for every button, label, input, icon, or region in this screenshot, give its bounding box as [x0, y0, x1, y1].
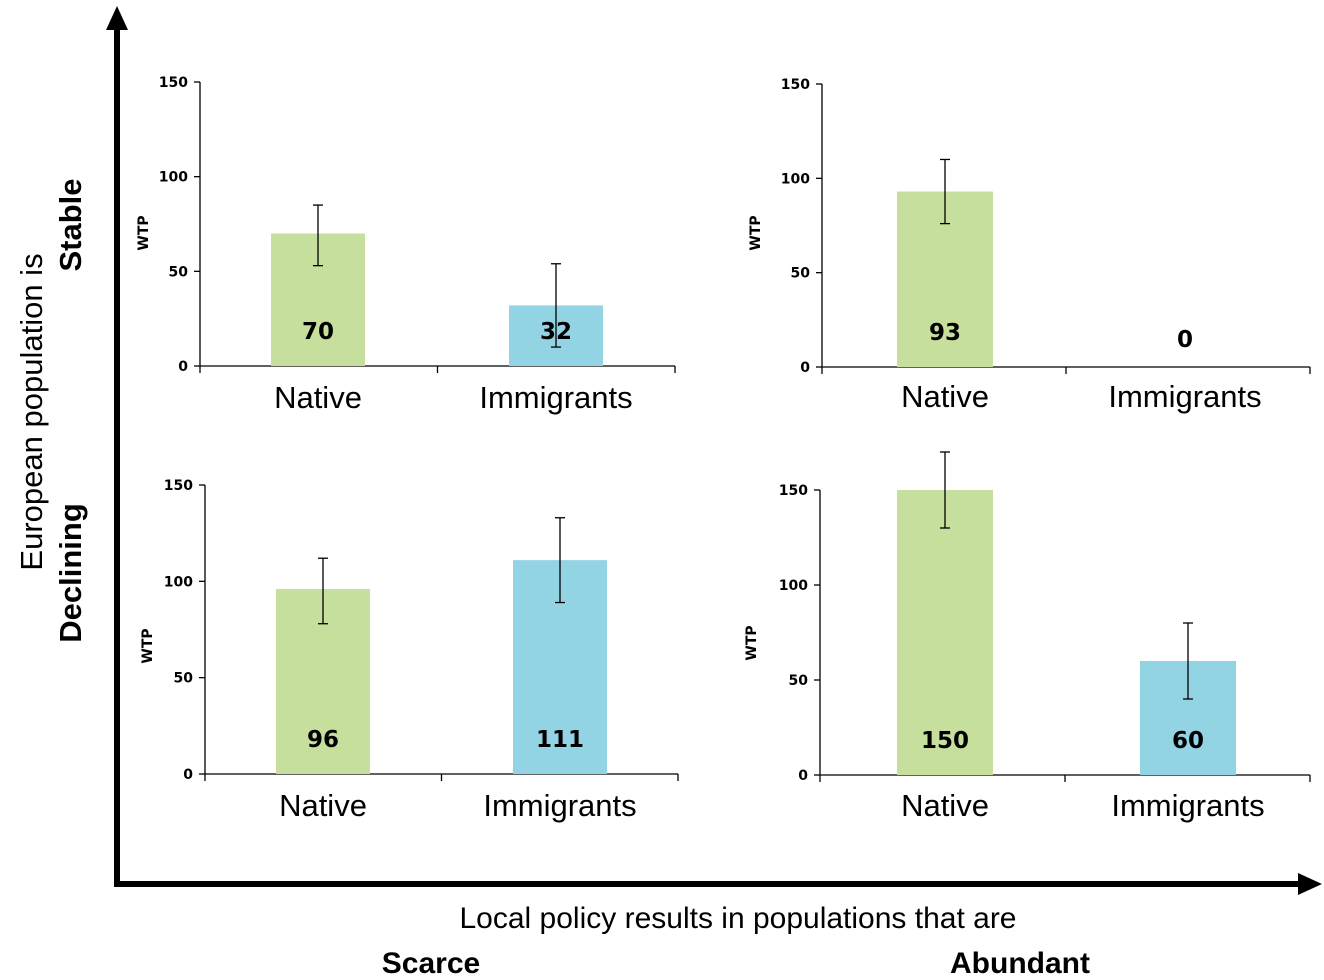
- panel-declining-scarce: 0 50 100 150 WTP 96 Native 111 Immigrants: [140, 478, 679, 823]
- stable-scarce-ytick-label: 100: [159, 170, 188, 186]
- stable-abundant-ytick-label: 100: [781, 171, 810, 187]
- declining-abundant-bar-native: [897, 490, 993, 775]
- declining-scarce-category-label-native: Native: [279, 788, 367, 823]
- y-level-stable: Stable: [53, 178, 88, 271]
- panel-stable-abundant: 0 50 100 150 WTP 93 Native 0 Immigrants: [748, 77, 1311, 414]
- x-level-scarce: Scarce: [382, 947, 480, 980]
- stable-scarce-value-label-native: 70: [302, 319, 334, 345]
- declining-scarce-ytick-label: 100: [164, 574, 193, 590]
- stable-abundant-value-label-immigrants: 0: [1177, 327, 1193, 353]
- declining-abundant-category-label-immigrants: Immigrants: [1111, 788, 1264, 823]
- outer-x-axis-label: Local policy results in populations that…: [460, 902, 1017, 935]
- panel-stable-scarce: 0 50 100 150 WTP 70 Native 32 Immigrants: [136, 75, 676, 415]
- declining-scarce-value-label-native: 96: [307, 727, 339, 753]
- stable-abundant-ytick-label: 150: [781, 77, 810, 93]
- declining-scarce-ytick-label: 0: [183, 767, 193, 783]
- panel-declining-abundant: 0 50 100 150 WTP 150 Native 60 Immigrants: [744, 451, 1311, 823]
- stable-abundant-ytick-label: 0: [800, 360, 810, 376]
- declining-scarce-category-label-immigrants: Immigrants: [483, 788, 636, 823]
- stable-scarce-ytick-label: 150: [159, 75, 188, 91]
- stable-scarce-ylabel: WTP: [136, 215, 152, 250]
- stable-abundant-ytick-label: 50: [791, 266, 811, 282]
- stable-abundant-category-label-immigrants: Immigrants: [1108, 379, 1261, 414]
- declining-abundant-ytick-label: 100: [779, 578, 808, 594]
- declining-abundant-ytick-label: 150: [779, 483, 808, 499]
- stable-scarce-category-label-native: Native: [274, 380, 362, 415]
- stable-scarce-category-label-immigrants: Immigrants: [479, 380, 632, 415]
- declining-abundant-ytick-label: 0: [798, 768, 808, 784]
- declining-scarce-ylabel: WTP: [140, 628, 156, 663]
- stable-abundant-ylabel: WTP: [748, 215, 764, 250]
- declining-abundant-ytick-label: 50: [789, 673, 809, 689]
- declining-scarce-ytick-label: 150: [164, 478, 193, 494]
- outer-y-arrowhead: [106, 6, 128, 30]
- declining-scarce-ytick-label: 50: [174, 671, 194, 687]
- outer-x-arrowhead: [1298, 873, 1322, 895]
- declining-abundant-value-label-immigrants: 60: [1172, 728, 1204, 754]
- stable-scarce-ytick-label: 0: [178, 359, 188, 375]
- declining-scarce-value-label-immigrants: 111: [536, 727, 584, 753]
- declining-abundant-value-label-native: 150: [921, 728, 969, 754]
- stable-abundant-value-label-native: 93: [929, 320, 961, 346]
- stable-scarce-ytick-label: 50: [169, 264, 189, 280]
- outer-y-axis-label: European population is: [14, 253, 49, 570]
- y-level-declining: Declining: [53, 503, 88, 643]
- stable-scarce-value-label-immigrants: 32: [540, 319, 572, 345]
- stable-abundant-category-label-native: Native: [901, 379, 989, 414]
- declining-abundant-ylabel: WTP: [744, 625, 760, 660]
- x-level-abundant: Abundant: [950, 947, 1090, 980]
- declining-abundant-category-label-native: Native: [901, 788, 989, 823]
